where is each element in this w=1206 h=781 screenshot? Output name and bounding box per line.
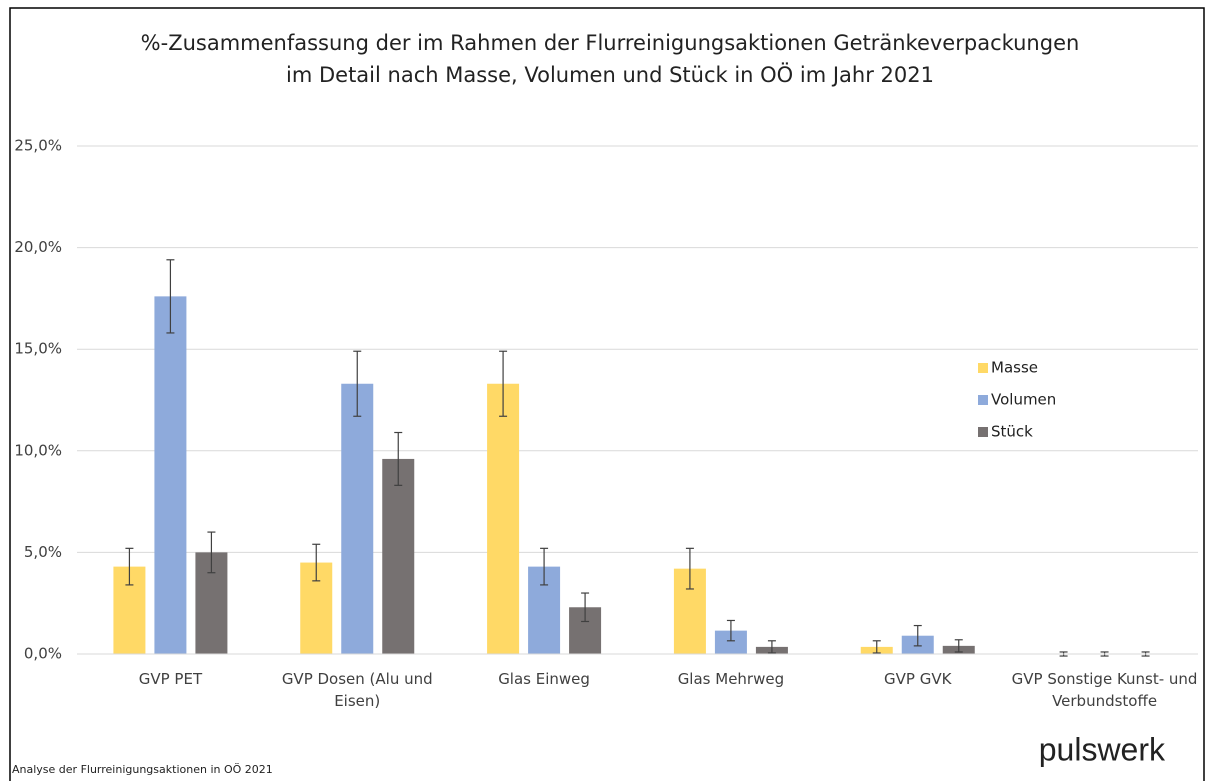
chart-title: im Detail nach Masse, Volumen und Stück … [286,62,934,87]
error-bar [312,543,321,582]
bar [382,458,415,654]
logo: pulswerk [1039,731,1166,767]
y-tick-label: 5,0% [24,543,62,561]
legend-swatch [978,363,988,373]
error-bar [581,592,590,623]
x-tick-label: GVP GVK [884,670,952,688]
error-bar [767,640,776,654]
x-tick-label-box: GVP PET [138,670,203,688]
bar [341,383,374,654]
legend-swatch [978,395,988,405]
x-tick-label: GVP Dosen (Alu und Eisen) [281,670,433,710]
legend-label: Volumen [991,391,1056,409]
bar [714,630,747,654]
y-tick-label: 20,0% [14,238,62,256]
error-bar [540,547,549,586]
y-tick-label: 25,0% [14,137,62,155]
x-tick-label: GVP Sonstige Kunst- und Verbundstoffe [1011,670,1198,710]
bar [154,296,187,654]
footer: Analyse der Flurreinigungsaktionen in OÖ… [12,763,273,776]
error-bar [125,547,134,586]
x-tick-label-box: Glas Einweg [498,670,590,688]
x-tick-label-box: GVP Sonstige Kunst- und Verbundstoffe [1011,670,1198,710]
legend-swatch [978,427,988,437]
error-bar [872,640,881,654]
error-bar [954,639,963,653]
error-bar [353,350,362,417]
legend-label: Stück [991,423,1033,441]
error-bar [499,350,508,417]
y-tick-label: 10,0% [14,441,62,459]
legend-label: Masse [991,359,1038,377]
x-tick-label-box: GVP GVK [884,670,952,688]
y-tick-label: 0,0% [24,645,62,663]
error-bar [394,431,403,486]
x-tick-label: Glas Einweg [498,670,590,688]
bar [487,383,520,654]
y-tick-label: 15,0% [14,340,62,358]
chart-title: %-Zusammenfassung der im Rahmen der Flur… [141,31,1080,55]
error-bar [726,619,735,642]
x-tick-label: Glas Mehrweg [677,670,785,688]
error-bar [685,547,694,590]
chart-frame [9,7,1205,781]
x-tick-label: GVP PET [138,670,203,688]
error-bar [207,531,216,574]
error-bar [166,259,175,334]
x-tick-label-box: Glas Mehrweg [677,670,785,688]
error-bar [913,624,922,647]
x-tick-label-box: GVP Dosen (Alu und Eisen) [281,670,433,710]
